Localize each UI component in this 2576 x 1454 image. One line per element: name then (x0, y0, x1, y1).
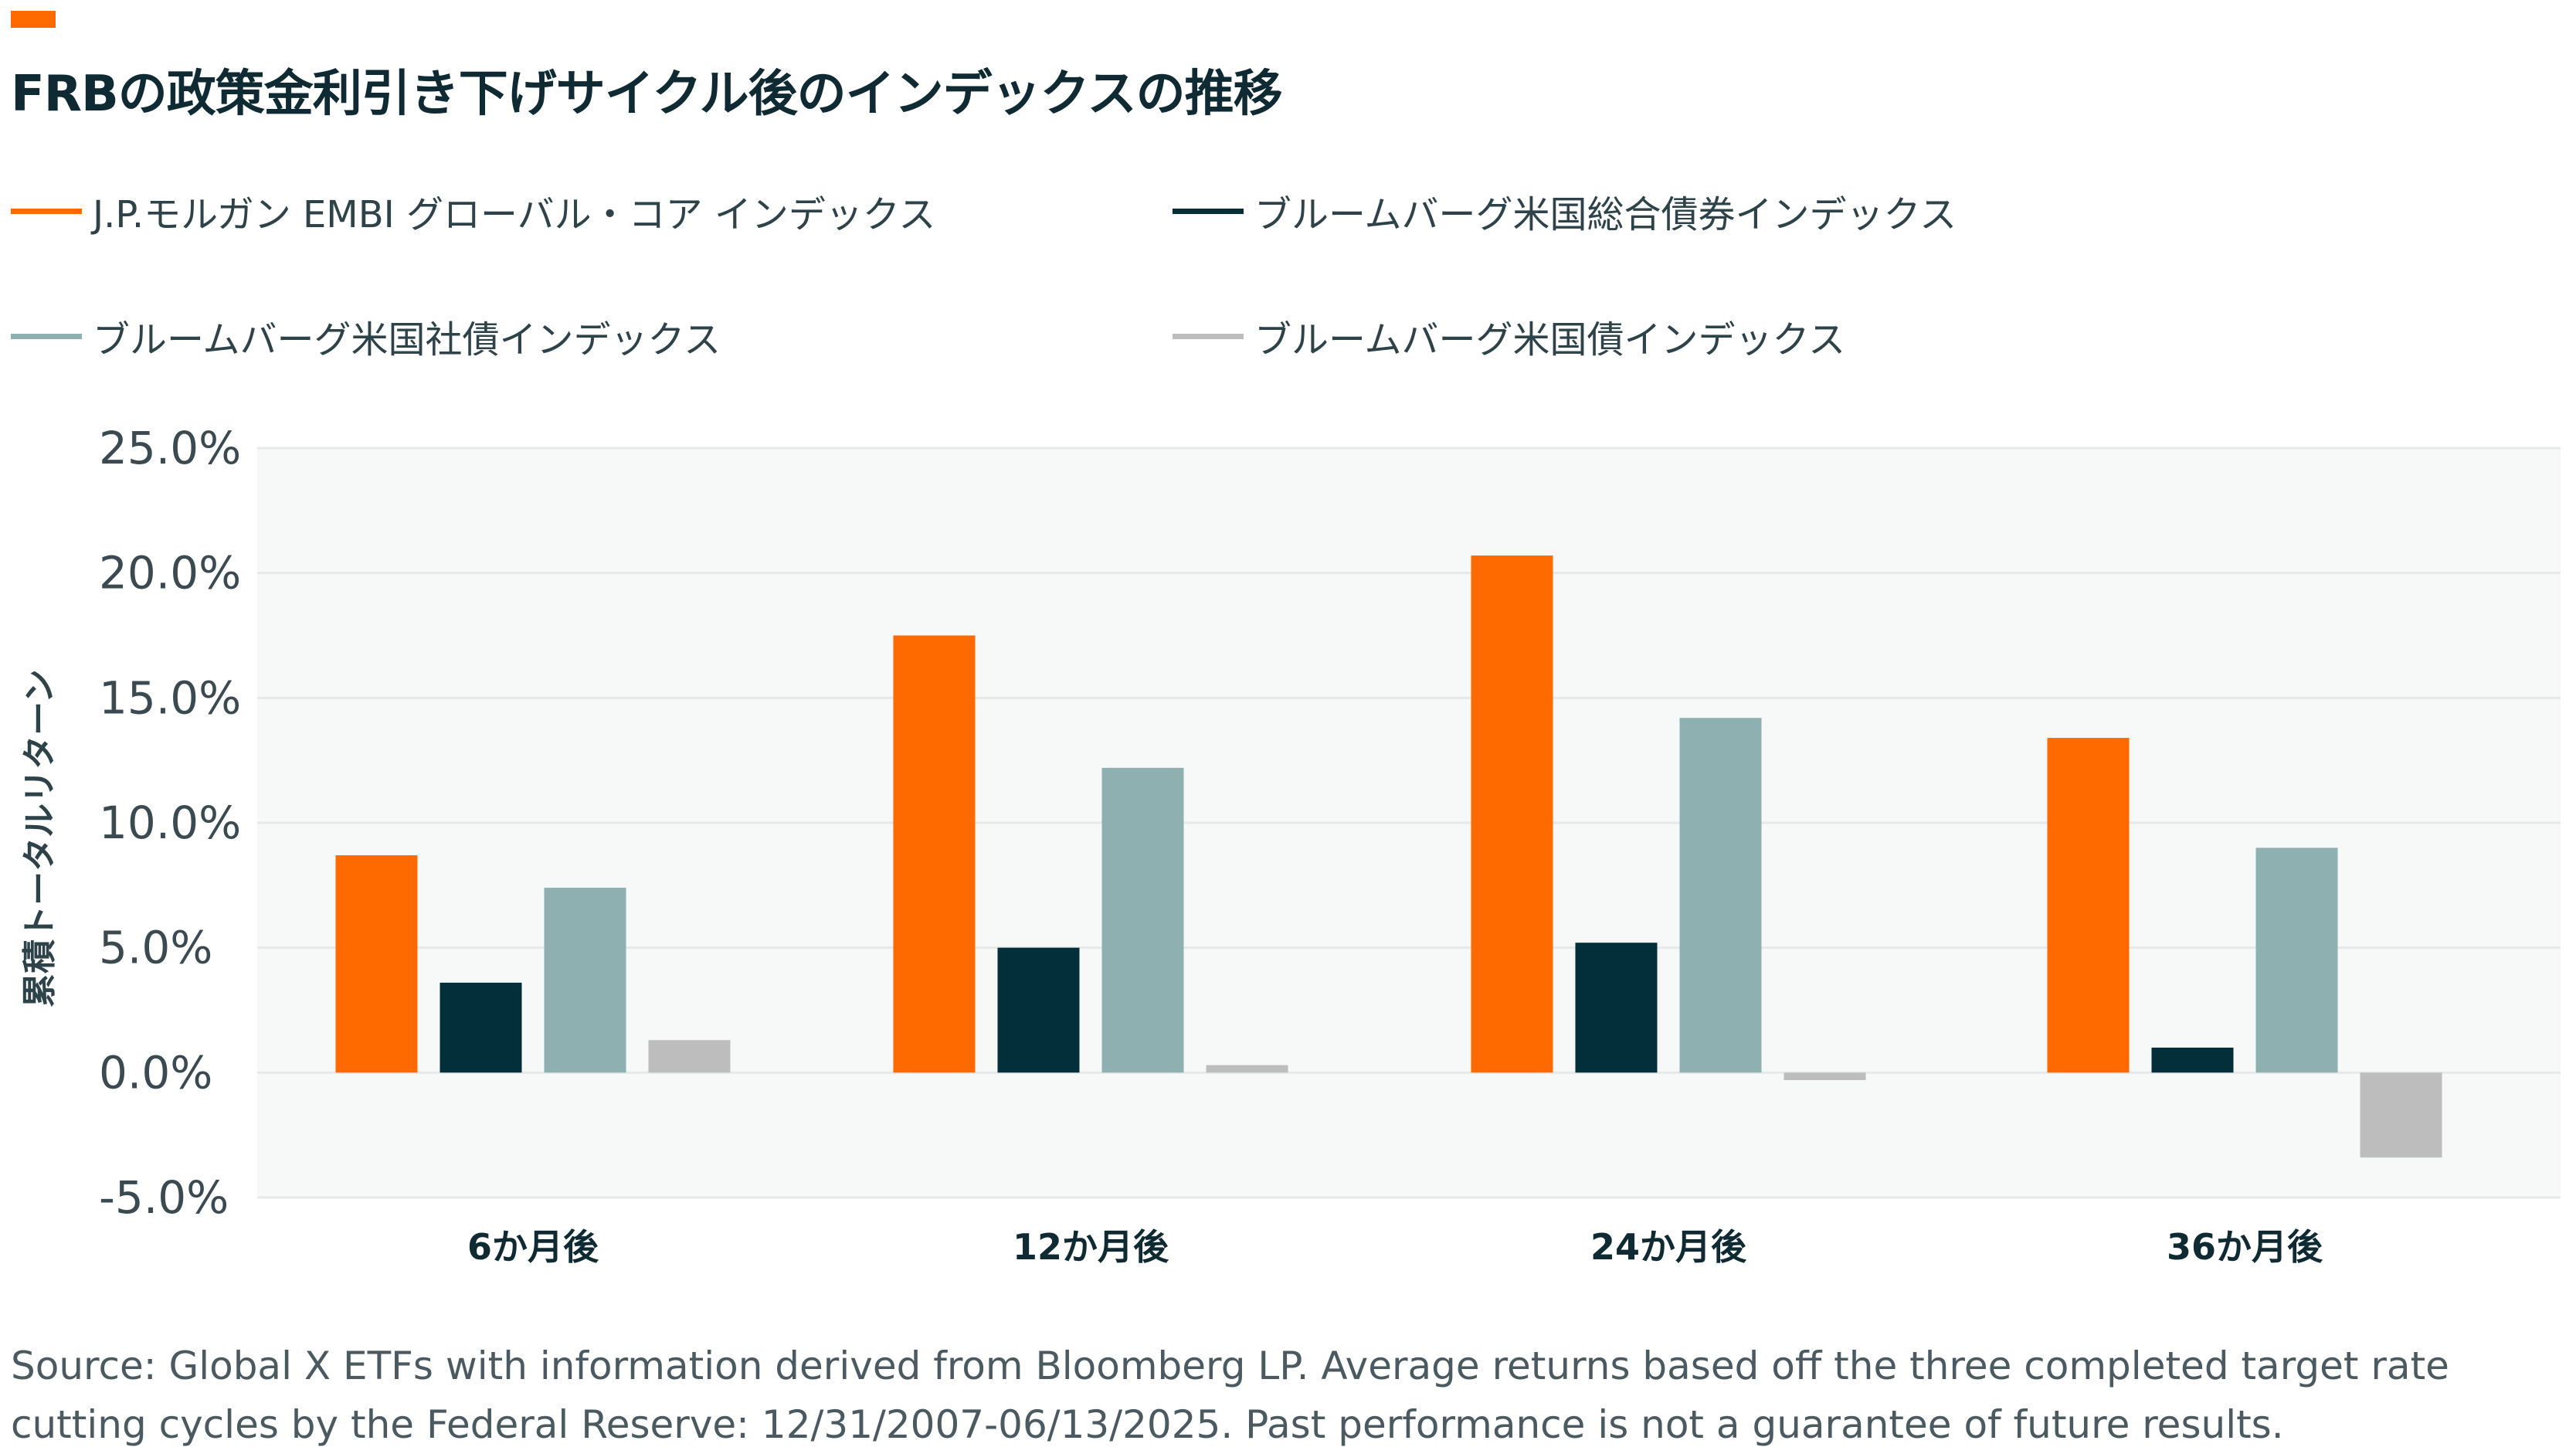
x-tick-label: 36か月後 (2167, 1226, 2323, 1268)
bar (2360, 1072, 2442, 1158)
legend-item-aggregate: ブルームバーグ米国総合債券インデックス (1173, 184, 1957, 238)
bar (440, 982, 522, 1073)
bars (335, 555, 2442, 1158)
bar (1471, 555, 1553, 1073)
y-tick-label: -5.0% (99, 1171, 229, 1224)
bar (335, 855, 418, 1073)
x-tick-label: 24か月後 (1590, 1226, 1747, 1268)
bar-chart: 25.0% 20.0% 15.0% 10.0% 5.0% 0.0% -5.0% 6か月後 12… (20, 422, 2561, 1268)
legend-swatch-corporate (11, 333, 82, 339)
legend-swatch-aggregate (1173, 208, 1244, 214)
legend-item-treasury: ブルームバーグ米国債インデックス (1173, 309, 1845, 363)
x-tick-label: 12か月後 (1013, 1226, 1169, 1268)
bar (648, 1040, 731, 1073)
legend-label-aggregate: ブルームバーグ米国総合債券インデックス (1254, 193, 1957, 236)
y-tick-label: 10.0% (99, 797, 241, 849)
y-tick-label: 25.0% (99, 422, 241, 474)
x-tick-label: 6か月後 (467, 1226, 599, 1268)
legend-label-treasury: ブルームバーグ米国債インデックス (1254, 318, 1846, 362)
bar (2151, 1048, 2234, 1073)
accent-bar (11, 11, 56, 28)
legend-swatch-embi (11, 208, 82, 214)
legend-item-embi: J.P.モルガン EMBI グローバル・コア インデックス (11, 184, 935, 238)
bar (1784, 1072, 1866, 1081)
source-note: Source: Global X ETFs with information d… (11, 1344, 2449, 1447)
legend-label-corporate: ブルームバーグ米国社債インデックス (93, 318, 721, 362)
x-axis-ticks: 6か月後 12か月後 24か月後 36か月後 (467, 1226, 2323, 1268)
bar (997, 947, 1080, 1073)
y-tick-label: 5.0% (99, 922, 212, 974)
y-tick-label: 0.0% (99, 1046, 212, 1099)
legend-swatch-treasury (1173, 333, 1244, 339)
y-tick-label: 20.0% (99, 547, 241, 600)
bar (1679, 718, 1762, 1073)
bar (2047, 738, 2130, 1073)
bar (893, 635, 976, 1073)
y-axis-label: 累積トータルリターン (20, 669, 59, 1007)
bar (1575, 943, 1658, 1073)
y-axis-ticks: 25.0% 20.0% 15.0% 10.0% 5.0% 0.0% -5.0% (99, 422, 241, 1224)
y-tick-label: 15.0% (99, 671, 241, 724)
bar (544, 888, 626, 1073)
bar (2255, 848, 2338, 1073)
chart-title: FRBの政策金利引き下げサイクル後のインデックスの推移 (11, 66, 1283, 123)
bar (1206, 1065, 1288, 1073)
bar (1101, 767, 1184, 1073)
legend-item-corporate: ブルームバーグ米国社債インデックス (11, 309, 721, 363)
legend-label-embi: J.P.モルガン EMBI グローバル・コア インデックス (93, 193, 936, 236)
